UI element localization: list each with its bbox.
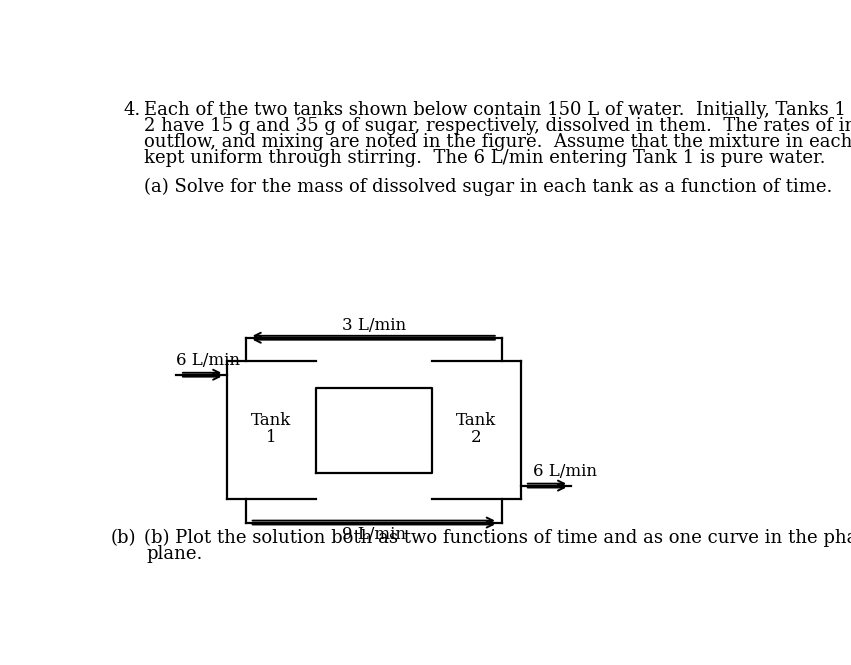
Text: Tank: Tank — [456, 412, 497, 430]
Text: 9 L/min: 9 L/min — [342, 527, 406, 543]
Text: (b): (b) — [111, 529, 136, 547]
Text: plane.: plane. — [146, 545, 203, 563]
Text: 6 L/min: 6 L/min — [533, 464, 597, 480]
Text: kept uniform through stirring.  The 6 L/min entering Tank 1 is pure water.: kept uniform through stirring. The 6 L/m… — [144, 149, 825, 167]
Text: 4.: 4. — [123, 100, 140, 118]
Text: 1: 1 — [266, 430, 277, 446]
Text: (a) Solve for the mass of dissolved sugar in each tank as a function of time.: (a) Solve for the mass of dissolved suga… — [144, 178, 832, 196]
Text: outflow, and mixing are noted in the figure.  Assume that the mixture in each ta: outflow, and mixing are noted in the fig… — [144, 133, 851, 151]
Text: Tank: Tank — [251, 412, 291, 430]
Text: 3 L/min: 3 L/min — [342, 317, 406, 334]
Text: Each of the two tanks shown below contain 150 L of water.  Initially, Tanks 1 an: Each of the two tanks shown below contai… — [144, 100, 851, 118]
Text: 2: 2 — [471, 430, 482, 446]
Text: 2 have 15 g and 35 g of sugar, respectively, dissolved in them.  The rates of in: 2 have 15 g and 35 g of sugar, respectiv… — [144, 117, 851, 135]
Text: 6 L/min: 6 L/min — [176, 352, 240, 368]
Text: (b) Plot the solution both as two functions of time and as one curve in the phas: (b) Plot the solution both as two functi… — [144, 529, 851, 547]
